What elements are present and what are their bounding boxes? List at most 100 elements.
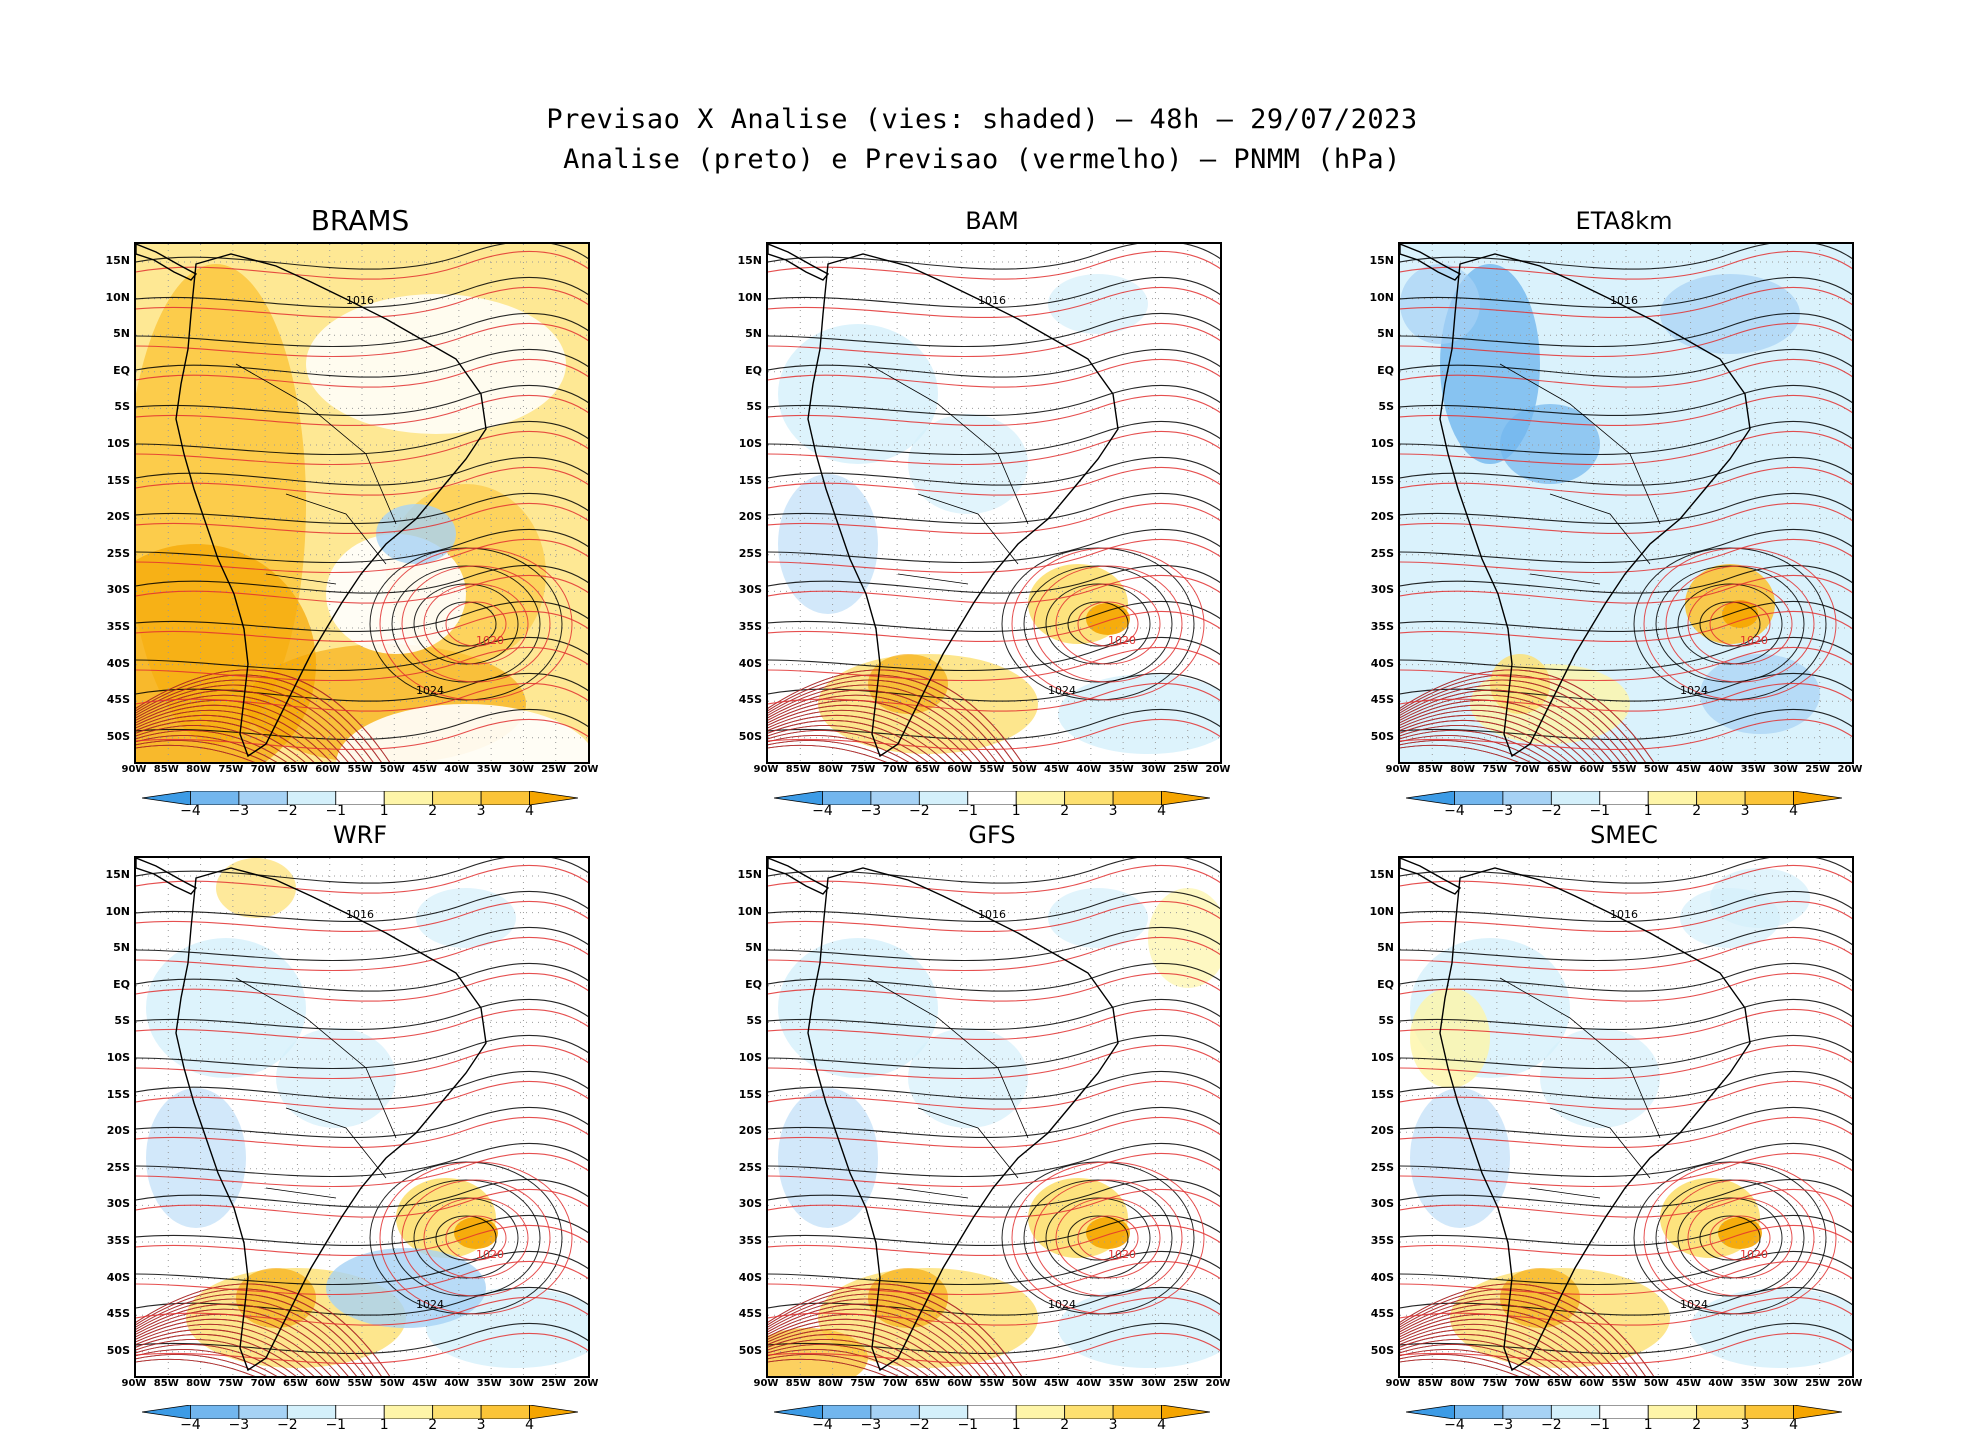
lat-tick-label: 40S (1370, 656, 1394, 670)
bias-colorbar: −4 −3 −2 −1 1 2 3 4 (1405, 790, 1843, 820)
lon-tick-label: 30W (508, 764, 534, 775)
isobar-label: 1016 (1610, 908, 1638, 921)
lat-tick-label: 5S (1378, 1014, 1394, 1028)
lat-tick-label: 5N (745, 941, 762, 955)
lon-tick-label: 45W (1676, 1378, 1702, 1389)
lon-tick-label: 85W (1417, 764, 1443, 775)
lon-tick-label: 85W (785, 764, 811, 775)
panel-brams: BRAMS 1016 1020 1024 15N 10N 5N EQ 5S 10S 15S 20S 25… (105, 207, 598, 832)
map-area: 1016 1020 1024 (1398, 856, 1854, 1378)
lat-tick-label: 5S (114, 1014, 130, 1028)
lon-tick-label: 85W (1417, 1378, 1443, 1389)
lon-tick-label: 65W (282, 764, 308, 775)
lon-tick-label: 25W (1173, 764, 1199, 775)
lon-tick-label: 35W (1740, 764, 1766, 775)
colorbar-swatch (1161, 1404, 1211, 1420)
lon-tick-label: 35W (476, 764, 502, 775)
isobar-label: 1024 (1680, 684, 1708, 697)
lat-tick-label: 10S (738, 1051, 762, 1064)
lat-tick-label: 45S (1370, 693, 1394, 707)
lat-tick-label: EQ (1377, 977, 1394, 991)
colorbar-tick-label: 3 (1740, 1417, 1750, 1433)
lon-tick-label: 90W (753, 1378, 779, 1389)
lon-tick-label: 65W (1546, 1378, 1572, 1389)
map-area: 1016 1020 1024 (134, 856, 590, 1378)
isobar-label: 1024 (1048, 684, 1076, 697)
colorbar-tick-label: 3 (1740, 803, 1750, 819)
lon-tick-label: 30W (1140, 1378, 1166, 1389)
panel-gfs: GFS 1016 1020 1024 15N 10N 5N EQ 5S 10S 15S 20S 25S 3… (737, 822, 1230, 1446)
lat-tick-label: 45S (106, 693, 130, 707)
colorbar-tick-label: −1 (325, 803, 347, 819)
colorbar-tick-label: −4 (180, 803, 201, 819)
lon-tick-label: 25W (1173, 1378, 1199, 1389)
colorbar-tick-label: −4 (180, 1417, 201, 1433)
lon-tick-label: 80W (818, 764, 844, 775)
graticule (1400, 858, 1852, 1376)
lat-tick-label: 45S (738, 1307, 762, 1321)
lon-tick-label: 70W (250, 764, 276, 775)
lat-tick-label: 10N (737, 290, 762, 304)
lat-tick-label: 5N (113, 327, 130, 341)
lon-tick-label: 55W (347, 1378, 373, 1389)
forecast-contours (136, 865, 588, 1376)
lon-tick-label: 60W (1579, 1378, 1605, 1389)
lat-tick-label: 35S (1370, 1234, 1394, 1247)
lon-tick-label: 75W (850, 764, 876, 775)
lat-tick-label: 15S (1370, 473, 1394, 487)
graticule (136, 244, 588, 762)
colorbar-tick-label: −3 (1492, 803, 1514, 819)
lon-tick-label: 20W (1205, 764, 1231, 775)
lat-tick-label: 10S (106, 1051, 130, 1064)
colorbar-tick-label: −1 (1589, 803, 1611, 819)
lon-tick-label: 75W (850, 1378, 876, 1389)
colorbar-tick-label: 2 (1060, 1417, 1070, 1433)
lat-tick-label: 40S (106, 1270, 130, 1284)
isobar-label: 1024 (416, 684, 444, 697)
lat-tick-label: 20S (738, 510, 762, 524)
colorbar-tick-label: 3 (1108, 803, 1118, 819)
lat-tick-label: 40S (738, 1270, 762, 1284)
lat-tick-label: 30S (738, 1197, 762, 1211)
colorbar-tick-label: 2 (1692, 803, 1702, 819)
lon-tick-label: 75W (1482, 1378, 1508, 1389)
panel-bam: BAM 1016 1020 1024 15N 10N 5N EQ 5S 10S 15S 20S 25S 3… (737, 208, 1230, 832)
lat-tick-label: 30S (1370, 583, 1394, 597)
isobar-label: 1020 (1108, 634, 1136, 647)
bias-colorbar: −4 −3 −2 −1 1 2 3 4 (1405, 1404, 1843, 1434)
isobar-label: 1020 (1740, 1248, 1768, 1261)
lat-tick-label: 15S (1370, 1087, 1394, 1101)
colorbar-tick-label: 1 (1643, 1417, 1653, 1433)
lat-tick-label: 15S (106, 473, 130, 487)
lat-tick-label: 35S (738, 620, 762, 633)
lat-tick-label: 30S (106, 583, 130, 597)
panel-title: ETA8km (1575, 207, 1673, 235)
isobar-labels: 1016 1020 1024 (978, 294, 1136, 697)
isobar-labels: 1016 1020 1024 (1610, 908, 1768, 1311)
lon-tick-label: 35W (1108, 764, 1134, 775)
lat-tick-label: 15S (738, 1087, 762, 1101)
lon-tick-label: 80W (186, 764, 212, 775)
lat-tick-label: 45S (1370, 1307, 1394, 1321)
lon-tick-label: 70W (250, 1378, 276, 1389)
lat-tick-label: 10N (1369, 904, 1394, 918)
lat-tick-label: 50S (1370, 1343, 1394, 1357)
lat-tick-label: 25S (1370, 546, 1394, 560)
panel-smec: SMEC 1016 1020 1024 15N 10N 5N EQ 5S 10S 15S 20S 25S… (1369, 822, 1862, 1446)
lat-tick-label: 10N (105, 904, 130, 918)
lon-tick-label: 20W (1837, 764, 1863, 775)
coastline (768, 244, 1119, 758)
colorbar-tick-label: −2 (909, 803, 930, 819)
graticule (1400, 244, 1852, 762)
lat-tick-label: 15N (1369, 254, 1394, 267)
colorbar-tick-label: 3 (476, 1417, 486, 1433)
lat-tick-label: 20S (106, 1124, 130, 1138)
bias-colorbar: −4 −3 −2 −1 1 2 3 4 (773, 790, 1211, 820)
lon-tick-label: 90W (753, 764, 779, 775)
isobar-label: 1020 (476, 1248, 504, 1261)
lon-tick-label: 25W (1805, 764, 1831, 775)
lat-tick-label: 10N (737, 904, 762, 918)
lat-tick-label: EQ (745, 363, 762, 377)
isobar-label: 1016 (978, 294, 1006, 307)
lon-tick-label: 20W (573, 1378, 599, 1389)
